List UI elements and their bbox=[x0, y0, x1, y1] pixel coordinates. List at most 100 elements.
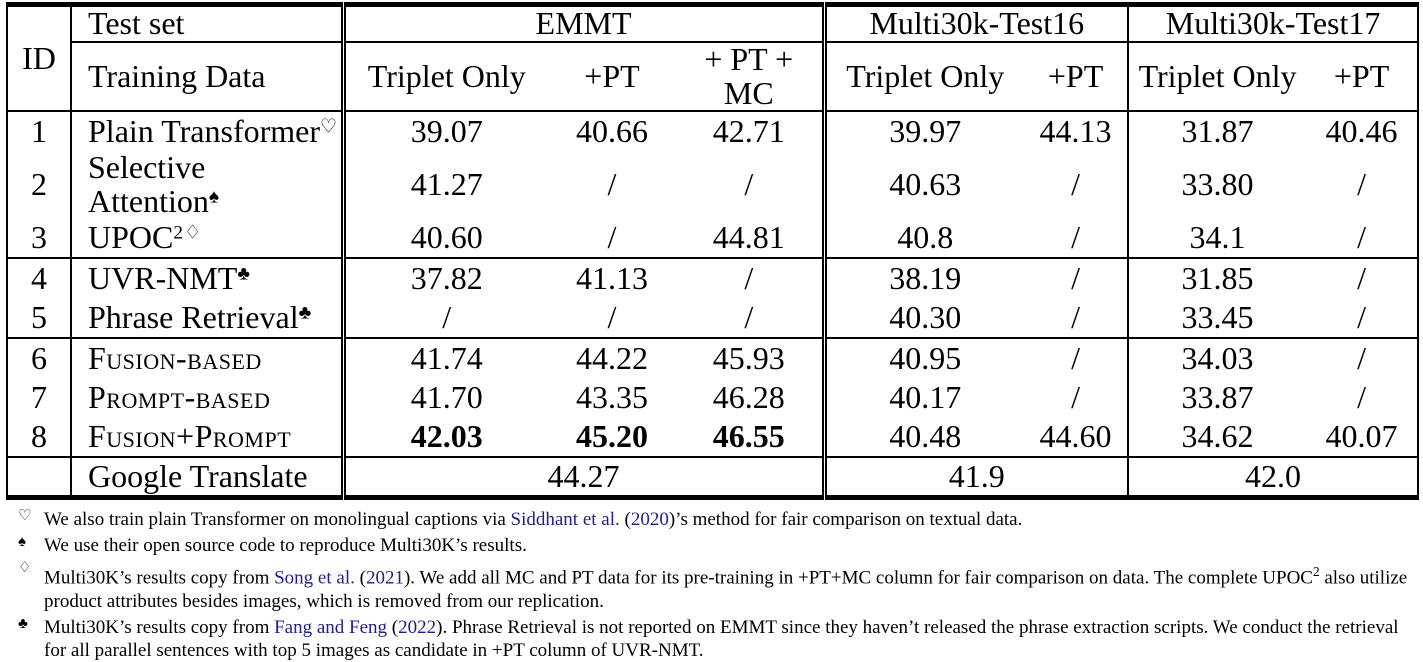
table-row: 8 Fusion+Prompt 42.03 45.20 46.55 40.48 … bbox=[6, 417, 1420, 458]
score-cell: 39.07 bbox=[343, 110, 548, 152]
footnote-text: We also train plain Transformer on monol… bbox=[44, 508, 1409, 531]
heart-footnote-icon: ♡ bbox=[320, 116, 339, 138]
method-cell: Selective Attention♠ bbox=[71, 149, 346, 219]
footnote-text-segment: ( bbox=[619, 509, 631, 531]
score-cell: / bbox=[1024, 151, 1130, 219]
footnote: ♠ We use their open source code to reprod… bbox=[18, 534, 1409, 557]
footnote-text-segment: ( bbox=[387, 616, 399, 638]
group-header-emmt: EMMT bbox=[343, 2, 827, 42]
citation-link[interactable]: 2020 bbox=[630, 509, 669, 531]
footnote-text-segment: We also train plain Transformer on monol… bbox=[44, 509, 511, 531]
footnote-symbol-icon: ♠ bbox=[18, 534, 26, 551]
row-id: 6 bbox=[6, 337, 72, 379]
score-cell: 40.63 bbox=[889, 165, 962, 202]
score-cell: 31.85 bbox=[1128, 257, 1307, 299]
row-id: 3 bbox=[6, 218, 72, 259]
diamond-footnote-icon: 2♢ bbox=[173, 222, 203, 244]
method-cell: Fusion+Prompt bbox=[71, 417, 346, 458]
score-cell: 34.03 bbox=[1128, 337, 1307, 379]
score-cell: 44.81 bbox=[676, 218, 827, 259]
score-cell: 43.35 bbox=[576, 379, 648, 416]
score-cell: 31.87 bbox=[1128, 110, 1307, 152]
score-cell: / bbox=[676, 298, 827, 339]
score-cell: / bbox=[1306, 218, 1420, 259]
footnote-text-segment: Multi30K’s results copy from bbox=[44, 616, 275, 638]
col-header-emmt-pt: +PT bbox=[548, 40, 676, 112]
score-cell: / bbox=[1306, 257, 1420, 299]
header-row-training-data: Training Data Triplet Only +PT + PT + MC… bbox=[7, 40, 1420, 112]
score-cell: / bbox=[607, 165, 617, 202]
score-cell: / bbox=[1306, 337, 1420, 379]
club-footnote-icon: ♣ bbox=[298, 302, 313, 324]
score-cell: 39.97 bbox=[824, 110, 1025, 152]
footnote-symbol-icon: ♡ bbox=[18, 508, 32, 525]
score-cell: 42.03 bbox=[410, 418, 483, 455]
col-header-test17-triplet-only: Triplet Only bbox=[1128, 40, 1307, 112]
citation-link[interactable]: 2021 bbox=[365, 567, 404, 589]
score-cell: 45.93 bbox=[676, 337, 827, 379]
score-cell: / bbox=[607, 299, 617, 336]
citation-link[interactable]: Fang and Feng bbox=[274, 616, 388, 638]
method-name: Plain Transformer bbox=[88, 112, 320, 149]
footnote-text-segment: ( bbox=[354, 567, 366, 589]
method-cell: UPOC2♢ bbox=[71, 218, 346, 259]
score-cell: 41.13 bbox=[548, 257, 676, 299]
score-cell: 34.1 bbox=[1189, 219, 1246, 256]
score-cell: / bbox=[1024, 298, 1130, 339]
group-header-multi30k-test17: Multi30k-Test17 bbox=[1128, 2, 1420, 42]
row-id: 2 bbox=[6, 151, 72, 219]
col-header-emmt-triplet-only: Triplet Only bbox=[343, 40, 548, 112]
table-row: 6 Fusion-based 41.74 44.22 45.93 40.95 /… bbox=[6, 337, 1420, 379]
row-id: 8 bbox=[6, 417, 72, 458]
score-cell: 44.22 bbox=[548, 337, 676, 379]
row-id: 1 bbox=[6, 110, 72, 152]
citation-link[interactable]: 2022 bbox=[398, 616, 437, 638]
score-cell: / bbox=[1306, 298, 1420, 339]
score-cell: 38.19 bbox=[824, 257, 1025, 299]
method-name: Phrase Retrieval bbox=[88, 299, 299, 336]
method-name: Prompt-based bbox=[88, 379, 271, 416]
footnote-text: We use their open source code to reprodu… bbox=[44, 534, 1409, 557]
method-name: UVR-NMT bbox=[88, 260, 238, 297]
col-header-id: ID bbox=[6, 2, 72, 112]
spade-footnote-icon: ♠ bbox=[208, 186, 221, 208]
footnote-text: Multi30K’s results copy from Song et al.… bbox=[44, 560, 1409, 612]
citation-link[interactable]: Song et al. bbox=[274, 567, 355, 589]
citation-link[interactable]: Siddhant et al. bbox=[510, 509, 620, 531]
method-name: Fusion-based bbox=[88, 340, 262, 377]
col-header-emmt-pt-mc: + PT + MC bbox=[676, 40, 827, 112]
row-id-empty bbox=[6, 456, 72, 501]
score-cell: / bbox=[676, 257, 827, 299]
method-name: Fusion+Prompt bbox=[88, 418, 292, 455]
method-cell: Prompt-based bbox=[71, 378, 346, 418]
method-name: UPOC bbox=[88, 219, 174, 256]
footnote-text-segment: )’s method for fair comparison on textua… bbox=[668, 509, 1023, 531]
table-row: 5 Phrase Retrieval♣ / / / 40.30 / 33.45 … bbox=[6, 298, 1420, 339]
score-cell: 42.0 bbox=[1128, 456, 1420, 501]
col-header-test16-pt: +PT bbox=[1024, 40, 1130, 112]
score-cell: 34.62 bbox=[1181, 418, 1254, 455]
method-name: Selective Attention bbox=[88, 149, 209, 219]
footnote: ♢ Multi30K’s results copy from Song et al… bbox=[18, 560, 1409, 612]
results-table: ID Test set EMMT Multi30k-Test16 Multi30… bbox=[6, 2, 1420, 501]
score-cell: 40.46 bbox=[1306, 110, 1420, 152]
score-cell: 44.60 bbox=[1024, 417, 1130, 458]
score-cell: 45.20 bbox=[576, 418, 648, 455]
summary-row: Google Translate 44.27 41.9 42.0 bbox=[6, 456, 1420, 501]
footnote-text-segment: Multi30K’s results copy from bbox=[44, 567, 275, 589]
group-header-multi30k-test16: Multi30k-Test16 bbox=[824, 2, 1130, 42]
col-header-test16-triplet-only: Triplet Only bbox=[824, 40, 1025, 112]
footnote-text-segment: We use their open source code to reprodu… bbox=[44, 535, 527, 557]
score-cell: 33.87 bbox=[1181, 379, 1254, 416]
club-footnote-icon: ♣ bbox=[237, 263, 251, 285]
table-row: 4 UVR-NMT♣ 37.82 41.13 / 38.19 / 31.85 / bbox=[6, 257, 1420, 299]
footnotes: ♡ We also train plain Transformer on mono… bbox=[0, 500, 1423, 661]
table-row: 3 UPOC2♢ 40.60 / 44.81 40.8 / 34.1 / bbox=[6, 218, 1420, 259]
method-cell: Google Translate bbox=[71, 456, 346, 501]
score-cell: 33.45 bbox=[1181, 299, 1254, 336]
col-header-training-data: Training Data bbox=[71, 40, 346, 112]
footnote-symbol-icon: ♢ bbox=[18, 560, 32, 577]
score-cell: 46.28 bbox=[676, 378, 827, 418]
score-cell: 40.8 bbox=[897, 219, 954, 256]
score-cell: 40.07 bbox=[1306, 417, 1420, 458]
